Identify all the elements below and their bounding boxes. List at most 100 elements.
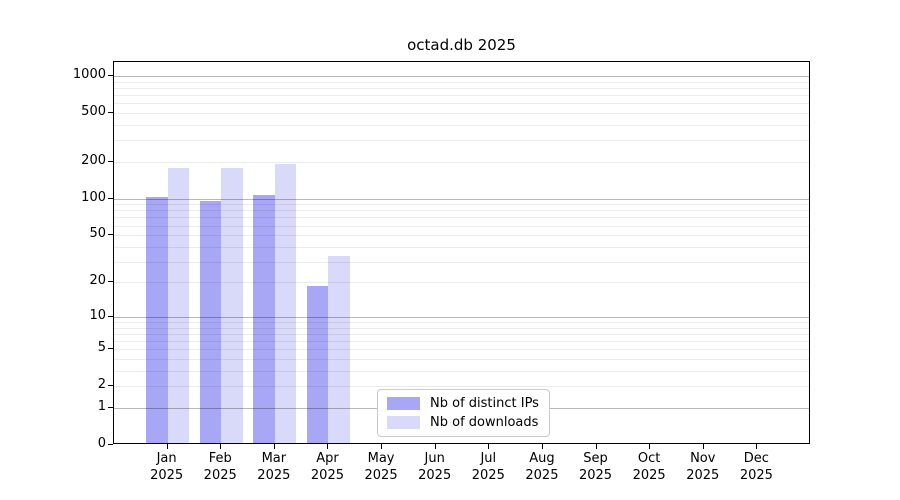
- x-tick-year: 2025: [686, 467, 720, 483]
- gridline-minor: [114, 246, 809, 248]
- gridline-minor: [114, 282, 809, 284]
- y-tick-label-10: 10: [89, 308, 106, 323]
- bar-nb-of-distinct-ips-feb: [199, 200, 222, 443]
- x-tick-label-jan: Jan 2025: [139, 451, 195, 484]
- x-tick-label-sep: Sep 2025: [568, 451, 624, 484]
- x-tick-mark: [541, 444, 543, 449]
- bar-nb-of-distinct-ips-mar: [253, 195, 275, 443]
- gridline-minor: [114, 386, 809, 388]
- legend-item-downloads: Nb of downloads: [387, 415, 539, 430]
- x-tick-month: Oct: [637, 451, 661, 466]
- x-tick-mark: [756, 444, 758, 449]
- gridline-minor: [114, 349, 809, 351]
- x-tick-label-nov: Nov 2025: [675, 451, 731, 484]
- y-tick-mark: [108, 281, 113, 283]
- bar-nb-of-downloads-jan: [167, 167, 190, 443]
- x-tick-label-aug: Aug 2025: [514, 451, 570, 484]
- y-tick-label-50: 50: [89, 226, 106, 242]
- x-tick-mark: [595, 444, 597, 449]
- gridline-minor: [114, 225, 809, 227]
- y-tick-mark: [108, 197, 113, 199]
- gridline-minor: [114, 95, 809, 97]
- x-tick-year: 2025: [150, 467, 184, 483]
- x-tick-year: 2025: [310, 467, 344, 483]
- legend-label-downloads: Nb of downloads: [430, 415, 539, 430]
- grid-layer: [114, 62, 809, 443]
- legend-swatch-downloads-icon: [387, 416, 420, 429]
- y-tick-label-20: 20: [89, 273, 106, 289]
- gridline-minor: [114, 88, 809, 90]
- x-tick-month: Feb: [208, 451, 232, 466]
- legend-swatch-distinct-ips-icon: [387, 397, 420, 410]
- bar-nb-of-distinct-ips-apr: [306, 285, 329, 443]
- x-tick-label-apr: Apr 2025: [299, 451, 355, 484]
- gridline-minor: [114, 334, 809, 335]
- bar-nb-of-downloads-apr: [328, 256, 350, 443]
- x-tick-year: 2025: [525, 467, 559, 483]
- gridline-minor: [114, 235, 809, 237]
- y-tick-mark: [108, 348, 113, 350]
- x-tick-mark: [273, 444, 275, 449]
- gridline-minor: [114, 327, 809, 329]
- bar-nb-of-distinct-ips-jan: [146, 196, 168, 443]
- legend-label-distinct-ips: Nb of distinct IPs: [430, 396, 539, 411]
- y-tick-label-500: 500: [81, 104, 106, 120]
- gridline-major: [114, 198, 809, 200]
- x-tick-mark: [381, 444, 383, 449]
- gridline-minor: [114, 359, 809, 361]
- y-tick-mark: [108, 316, 113, 317]
- gridline-minor: [114, 113, 809, 115]
- x-tick-month: Aug: [529, 451, 555, 466]
- chart-title: octad.db 2025: [407, 36, 516, 54]
- x-tick-year: 2025: [471, 467, 505, 483]
- x-tick-year: 2025: [632, 467, 666, 483]
- gridline-minor: [114, 217, 809, 219]
- y-tick-label-2: 2: [97, 377, 106, 393]
- gridline-minor: [114, 140, 809, 142]
- y-tick-mark: [108, 444, 113, 445]
- x-tick-mark: [220, 444, 222, 449]
- y-tick-mark: [108, 75, 113, 77]
- y-tick-label-1: 1: [97, 399, 106, 414]
- gridline-minor: [114, 341, 809, 343]
- x-tick-label-oct: Oct 2025: [621, 451, 677, 484]
- x-tick-year: 2025: [257, 467, 291, 483]
- y-tick-label-0: 0: [97, 436, 106, 451]
- x-tick-label-dec: Dec 2025: [728, 451, 784, 484]
- x-tick-year: 2025: [739, 467, 773, 483]
- x-tick-month: May: [367, 451, 395, 466]
- x-tick-month: Nov: [690, 451, 716, 466]
- y-tick-mark: [108, 385, 113, 387]
- gridline-minor: [114, 204, 809, 206]
- gridline-major: [114, 317, 809, 318]
- y-tick-label-1000: 1000: [72, 67, 106, 83]
- x-tick-label-jul: Jul 2025: [460, 451, 516, 484]
- plot-area: [113, 61, 810, 444]
- x-tick-year: 2025: [418, 467, 452, 483]
- x-tick-month: Jun: [424, 451, 445, 466]
- x-tick-label-mar: Mar 2025: [246, 451, 302, 484]
- x-tick-label-may: May 2025: [353, 451, 409, 484]
- gridline-minor: [114, 161, 809, 163]
- y-tick-label-200: 200: [81, 152, 106, 168]
- x-tick-label-jun: Jun 2025: [407, 451, 463, 484]
- gridline-minor: [114, 261, 809, 263]
- y-tick-mark: [108, 407, 113, 408]
- gridline-minor: [114, 103, 809, 105]
- x-tick-month: Mar: [261, 451, 287, 466]
- x-tick-month: Dec: [743, 451, 769, 466]
- legend: Nb of distinct IPs Nb of downloads: [377, 389, 550, 437]
- x-tick-mark: [488, 444, 490, 449]
- x-tick-mark: [327, 444, 329, 449]
- gridline-minor: [114, 81, 809, 83]
- x-tick-mark: [434, 444, 436, 449]
- y-tick-mark: [108, 112, 113, 114]
- y-tick-label-100: 100: [81, 189, 106, 205]
- x-tick-year: 2025: [203, 467, 237, 483]
- x-tick-mark: [649, 444, 651, 449]
- bars-layer: [114, 62, 809, 443]
- x-tick-month: Sep: [583, 451, 608, 466]
- x-tick-month: Jul: [480, 451, 497, 466]
- gridline-minor: [114, 322, 809, 324]
